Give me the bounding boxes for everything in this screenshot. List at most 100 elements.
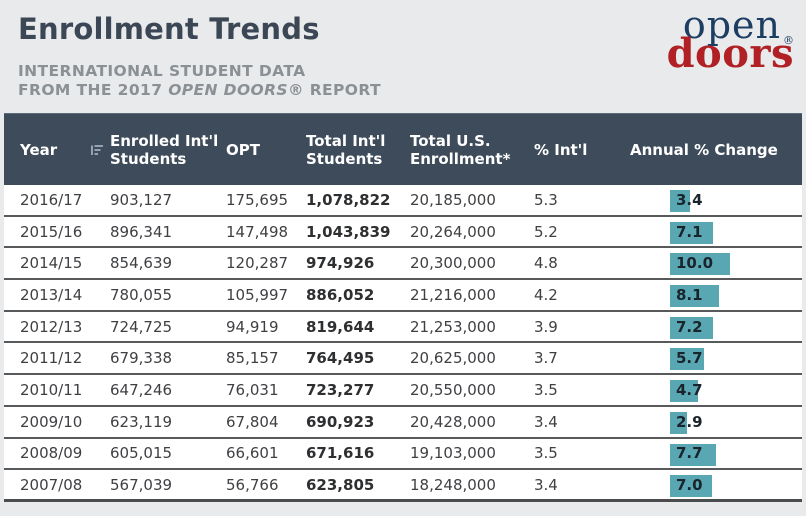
annual-change-value: 2.9: [676, 412, 703, 431]
cell-enrolled: 780,055: [110, 285, 173, 304]
table-row: 2008/09 605,015 66,601 671,616 19,103,00…: [4, 438, 802, 471]
cell-total-us: 20,185,000: [410, 190, 496, 209]
cell-annual-change: 7.2: [622, 312, 802, 342]
cell-pct-intl: 3.7: [534, 349, 558, 368]
open-doors-logo: open ® doors: [667, 6, 794, 74]
cell-pct-intl: 3.4: [534, 475, 558, 494]
page-title: Enrollment Trends: [18, 12, 320, 46]
column-header-opt: OPT: [226, 140, 260, 159]
logo-word-doors: doors: [666, 30, 794, 77]
annual-change-value: 3.4: [676, 190, 703, 209]
cell-opt: 56,766: [226, 475, 279, 494]
cell-year: 2008/09: [20, 444, 83, 463]
table-row: 2009/10 623,119 67,804 690,923 20,428,00…: [4, 406, 802, 439]
subtitle-line2-prefix: FROM THE 2017: [18, 81, 169, 100]
annual-change-bar: [670, 221, 713, 244]
cell-year: 2011/12: [20, 349, 83, 368]
annual-change-bar: [670, 348, 705, 371]
cell-enrolled: 623,119: [110, 412, 173, 431]
column-header-annual-pct-change: Annual % Change: [630, 140, 778, 159]
cell-opt: 67,804: [226, 412, 279, 431]
annual-change-value: 4.7: [676, 380, 703, 399]
cell-opt: 147,498: [226, 222, 289, 241]
cell-pct-intl: 3.5: [534, 380, 558, 399]
column-header-enrolled-intl-students: Enrolled Int'l Students: [110, 131, 219, 168]
cell-enrolled: 679,338: [110, 349, 173, 368]
sort-filter-icon: [84, 143, 110, 157]
registered-trademark-icon: ®: [783, 34, 794, 47]
cell-pct-intl: 3.9: [534, 317, 558, 336]
subtitle-line2-italic: OPEN DOORS®: [168, 81, 304, 100]
cell-year: 2013/14: [20, 285, 83, 304]
cell-pct-intl: 5.3: [534, 190, 558, 209]
cell-annual-change: 7.0: [622, 470, 802, 499]
subtitle-line2-suffix: REPORT: [303, 81, 381, 100]
cell-total-intl: 690,923: [306, 412, 375, 431]
column-header-total-intl-students: Total Int'l Students: [306, 131, 386, 168]
cell-opt: 175,695: [226, 190, 289, 209]
column-header-total-us-enrollment: Total U.S. Enrollment*: [410, 131, 511, 168]
cell-enrolled: 605,015: [110, 444, 173, 463]
cell-year: 2007/08: [20, 475, 83, 494]
cell-enrolled: 903,127: [110, 190, 173, 209]
column-header-year: Year: [20, 140, 58, 159]
cell-total-intl: 1,078,822: [306, 190, 391, 209]
table-row: 2013/14 780,055 105,997 886,052 21,216,0…: [4, 280, 802, 312]
cell-annual-change: 5.7: [622, 343, 802, 373]
cell-annual-change: 7.1: [622, 217, 802, 247]
cell-pct-intl: 3.5: [534, 444, 558, 463]
cell-total-intl: 623,805: [306, 475, 375, 494]
cell-total-us: 20,550,000: [410, 380, 496, 399]
cell-opt: 94,919: [226, 317, 279, 336]
cell-total-us: 20,625,000: [410, 349, 496, 368]
annual-change-value: 7.0: [676, 475, 703, 494]
cell-year: 2009/10: [20, 412, 83, 431]
cell-total-intl: 819,644: [306, 317, 375, 336]
cell-enrolled: 854,639: [110, 254, 173, 273]
annual-change-value: 10.0: [676, 254, 714, 273]
cell-total-us: 21,216,000: [410, 285, 496, 304]
annual-change-value: 7.7: [676, 444, 703, 463]
cell-pct-intl: 4.8: [534, 254, 558, 273]
table-row: 2015/16 896,341 147,498 1,043,839 20,264…: [4, 216, 802, 249]
annual-change-bar: [670, 285, 719, 308]
cell-annual-change: 10.0: [622, 248, 802, 278]
cell-enrolled: 647,246: [110, 380, 173, 399]
table-row: 2010/11 647,246 76,031 723,277 20,550,00…: [4, 375, 802, 407]
enrollment-table: Year Enrolled Int'l Students OPT Total I…: [4, 113, 802, 502]
page-header: Enrollment Trends INTERNATIONAL STUDENT …: [0, 0, 806, 113]
cell-total-intl: 1,043,839: [306, 222, 391, 241]
annual-change-bar: [670, 475, 712, 498]
subtitle-line1: INTERNATIONAL STUDENT DATA: [18, 62, 306, 80]
cell-annual-change: 3.4: [622, 185, 802, 215]
cell-annual-change: 8.1: [622, 280, 802, 310]
annual-change-value: 5.7: [676, 349, 703, 368]
cell-annual-change: 4.7: [622, 375, 802, 405]
table-row: 2016/17 903,127 175,695 1,078,822 20,185…: [4, 185, 802, 217]
cell-year: 2015/16: [20, 222, 83, 241]
annual-change-bar: [670, 190, 691, 212]
table-row: 2012/13 724,725 94,919 819,644 21,253,00…: [4, 311, 802, 344]
cell-enrolled: 724,725: [110, 317, 173, 336]
cell-opt: 105,997: [226, 285, 289, 304]
cell-total-us: 19,103,000: [410, 444, 496, 463]
cell-total-intl: 886,052: [306, 285, 375, 304]
cell-year: 2014/15: [20, 254, 83, 273]
cell-total-intl: 671,616: [306, 444, 375, 463]
annual-change-bar: [670, 411, 688, 434]
annual-change-bar: [670, 443, 717, 466]
annual-change-bar: [670, 380, 699, 403]
table-row: 2007/08 567,039 56,766 623,805 18,248,00…: [4, 470, 802, 502]
cell-total-us: 20,428,000: [410, 412, 496, 431]
logo-word-open: open: [682, 3, 781, 47]
cell-annual-change: 7.7: [622, 439, 802, 469]
cell-opt: 76,031: [226, 380, 279, 399]
cell-pct-intl: 3.4: [534, 412, 558, 431]
table-row: 2011/12 679,338 85,157 764,495 20,625,00…: [4, 343, 802, 376]
column-header-pct-intl: % Int'l: [534, 140, 588, 159]
annual-change-value: 7.1: [676, 222, 703, 241]
cell-total-intl: 764,495: [306, 349, 375, 368]
cell-year: 2012/13: [20, 317, 83, 336]
cell-year: 2010/11: [20, 380, 83, 399]
cell-pct-intl: 4.2: [534, 285, 558, 304]
